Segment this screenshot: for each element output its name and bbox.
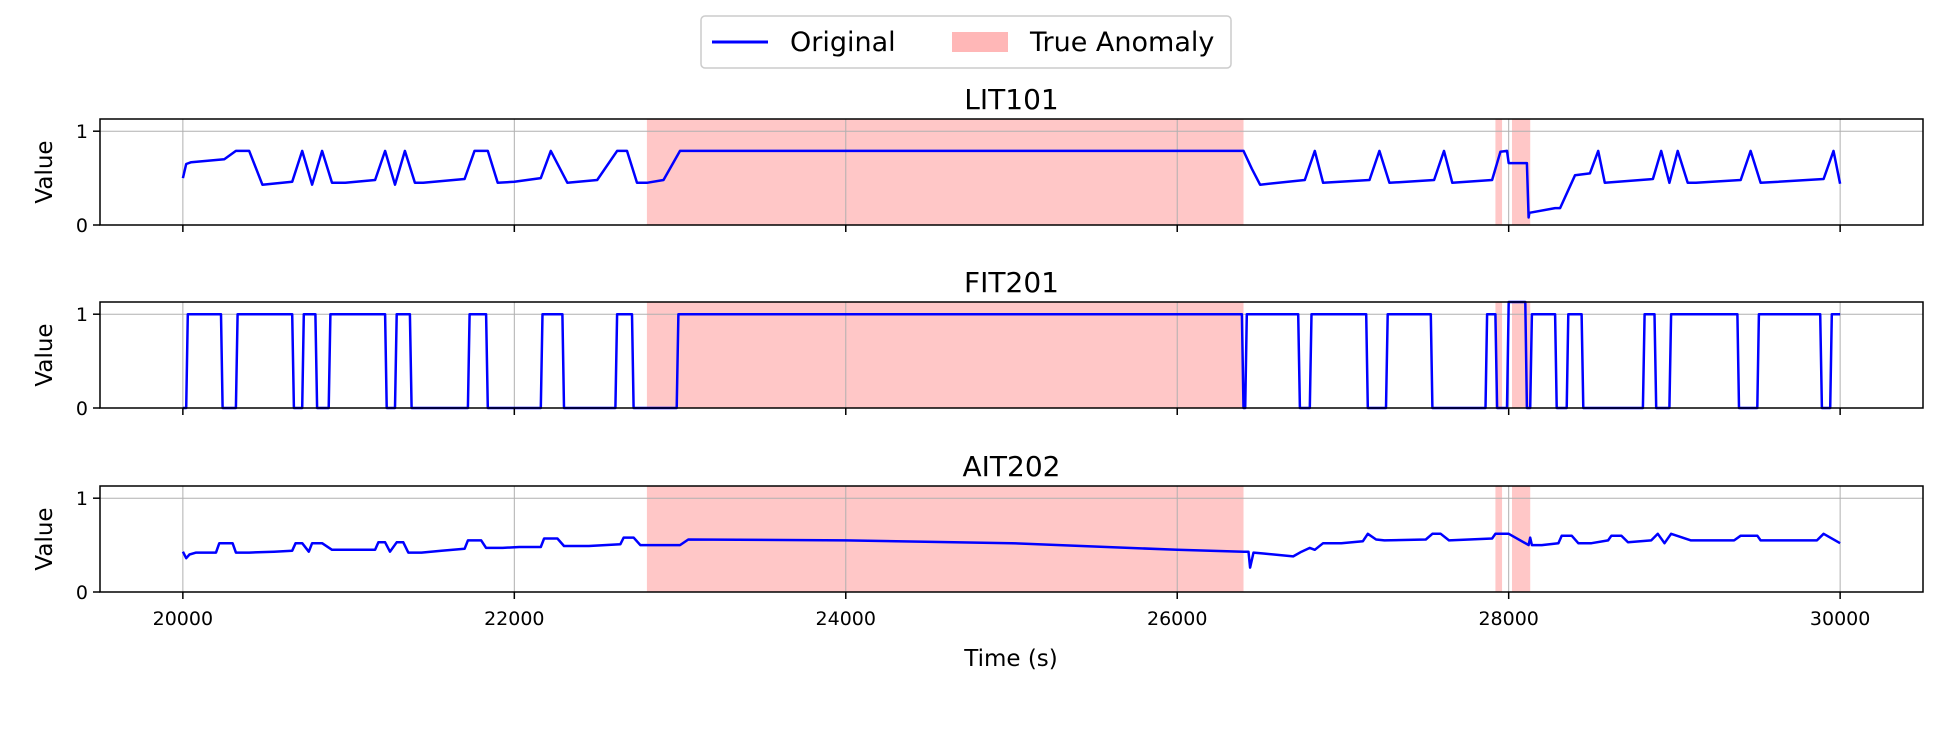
axes-frame-lit101 <box>99 118 1924 226</box>
legend-label-original: Original <box>790 27 896 58</box>
anomaly-span-lit101-1 <box>1495 119 1503 225</box>
y-tick-label-fit201-1: 1 <box>76 304 88 326</box>
anomaly-span-lit101-2 <box>1511 119 1531 225</box>
y-tick-label-ait202-1: 1 <box>76 488 88 510</box>
axes-frame-ait202 <box>99 485 1924 593</box>
x-tick-label-1: 22000 <box>484 608 544 630</box>
anomaly-span-ait202-2 <box>1511 486 1531 592</box>
x-axis-title: Time (s) <box>963 646 1058 672</box>
x-tick-label-0: 20000 <box>153 608 213 630</box>
anomaly-span-ait202-1 <box>1495 486 1503 592</box>
panel-lit101: 0 1 LIT101 Value <box>32 83 1924 237</box>
y-axis-title-fit201: Value <box>32 323 58 386</box>
x-tick-label-5: 30000 <box>1810 608 1870 630</box>
series-line-lit101 <box>181 149 1842 219</box>
x-tick-label-2: 24000 <box>816 608 876 630</box>
panel-title-lit101: LIT101 <box>964 83 1058 116</box>
y-tick-label-lit101-0: 0 <box>76 215 88 237</box>
legend: Original True Anomaly <box>700 15 1232 69</box>
anomaly-span-fit201-0 <box>646 302 1244 408</box>
x-tick-label-4: 28000 <box>1478 608 1538 630</box>
series-line-ait202 <box>181 532 1841 569</box>
legend-patch-swatch <box>952 32 1008 52</box>
series-line-fit201 <box>182 300 1841 410</box>
panels: 0 1 LIT101 Value 0 1 FIT201 Value 0 1 20000 22000 24… <box>32 83 1924 630</box>
y-axis-title-ait202: Value <box>32 507 58 570</box>
anomaly-span-fit201-1 <box>1495 302 1503 408</box>
axes-frame-fit201 <box>99 301 1924 409</box>
panel-ait202: 0 1 20000 22000 24000 26000 28000 30000 AIT202 Va… <box>32 450 1924 630</box>
anomaly-span-lit101-0 <box>646 119 1244 225</box>
y-tick-label-ait202-0: 0 <box>76 582 88 604</box>
panel-title-fit201: FIT201 <box>964 266 1059 299</box>
y-tick-label-fit201-0: 0 <box>76 398 88 420</box>
panel-title-ait202: AIT202 <box>963 450 1061 483</box>
x-tick-label-3: 26000 <box>1147 608 1207 630</box>
y-tick-label-lit101-1: 1 <box>76 121 88 143</box>
legend-label-true-anomaly: True Anomaly <box>1029 27 1214 58</box>
panel-fit201: 0 1 FIT201 Value <box>32 266 1924 420</box>
y-axis-title-lit101: Value <box>32 140 58 203</box>
